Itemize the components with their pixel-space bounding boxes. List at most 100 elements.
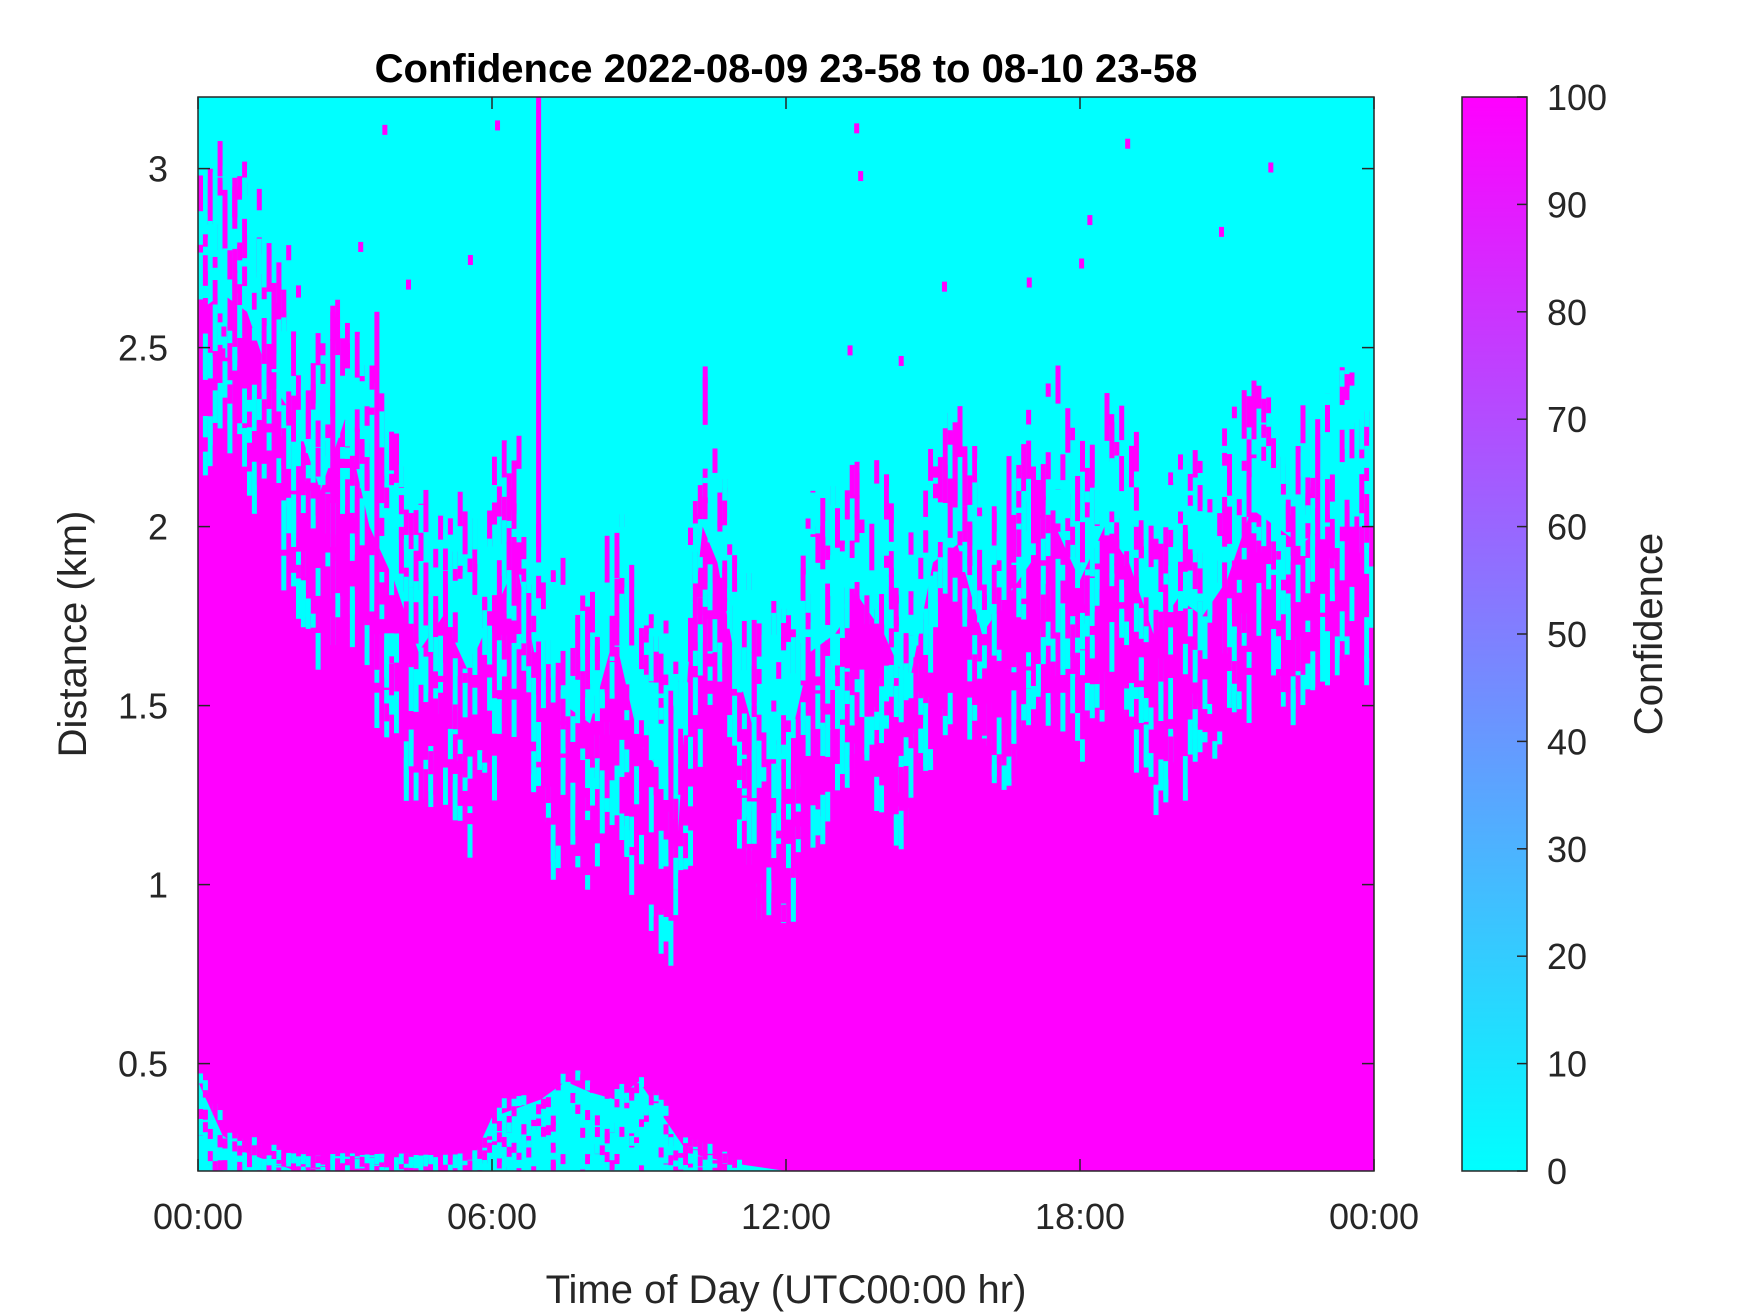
heatmap-cell [1271,628,1277,676]
heatmap-cell [1276,435,1281,470]
heatmap-cell [575,856,581,868]
heatmap-cell [800,535,806,576]
heatmap-cell [1050,637,1056,676]
heatmap-cell [776,797,782,831]
heatmap-cell [1325,656,1330,686]
heatmap-cell [1290,676,1296,710]
heatmap-cell [359,334,365,377]
heatmap-cell [477,752,483,793]
heatmap-cell [1276,559,1281,588]
heatmap-cell [382,124,388,135]
heatmap-cell [1217,638,1223,671]
heatmap-cell [604,535,610,583]
heatmap-cell [1329,498,1335,516]
heatmap-cell [1182,756,1188,801]
heatmap-cell [683,682,689,725]
heatmap-cell [335,392,341,438]
heatmap-cell [727,715,733,738]
heatmap-cell [536,722,542,762]
heatmap-cell [198,366,203,407]
heatmap-cell [639,606,644,646]
heatmap-cell [1143,698,1149,722]
heatmap-cell [1222,452,1228,466]
heatmap-cell [1143,512,1149,540]
heatmap-cell [737,1160,742,1171]
heatmap-cell [810,572,816,589]
heatmap-cell [1280,447,1286,484]
heatmap-cell [496,763,502,778]
heatmap-cell [457,804,463,821]
heatmap-cell [1207,762,1213,811]
colorbar [1461,96,1528,1172]
heatmap-cell [1089,444,1095,488]
heatmap-cell [560,1154,566,1165]
heatmap-cell [859,566,865,596]
heatmap-cell [849,540,855,558]
heatmap-cell [354,487,360,537]
heatmap-cell [545,1080,551,1091]
heatmap-cell [1001,757,1007,790]
heatmap-cell [594,857,600,902]
heatmap-cell [624,710,630,721]
heatmap-cell [369,621,375,663]
heatmap-cell [521,536,527,560]
heatmap-cell [575,747,581,770]
heatmap-cell [624,749,630,773]
heatmap-cell [1070,673,1076,714]
heatmap-cell [1045,514,1051,534]
heatmap-cell [457,565,463,579]
heatmap-cell [506,570,512,619]
heatmap-cell [1163,623,1169,660]
heatmap-cell [707,470,713,498]
heatmap-cell [1295,564,1301,603]
y-tick-label: 1.5 [118,686,168,727]
heatmap-cell [643,887,649,934]
heatmap-cell [550,1142,556,1153]
heatmap-cell [1344,415,1350,450]
heatmap-cell [467,1170,473,1171]
heatmap-cell [741,620,747,671]
heatmap-cell [908,532,914,555]
heatmap-cell [541,1155,546,1166]
heatmap-cell [198,175,203,212]
heatmap-cell [550,717,556,742]
heatmap-cell [1050,663,1056,705]
heatmap-cell [232,1161,238,1171]
heatmap-cell [1271,541,1277,570]
heatmap-cell [369,555,375,590]
heatmap-cell [526,1147,532,1158]
heatmap-cell [1305,557,1311,594]
heatmap-cell [653,1103,659,1114]
heatmap-cell [364,1155,370,1166]
heatmap-cell [580,610,586,657]
heatmap-cell [1173,643,1179,683]
heatmap-cell [624,1092,630,1103]
heatmap-cell [619,813,625,841]
heatmap-cell [482,697,488,714]
heatmap-cell [1124,621,1130,646]
heatmap-cell [477,510,483,548]
heatmap-cell [1080,522,1085,563]
heatmap-cell [487,1150,493,1161]
heatmap-cell [727,1159,733,1170]
heatmap-cell [688,1167,693,1171]
heatmap-cell [408,729,414,767]
heatmap-cell [462,1165,468,1171]
heatmap-cell [198,1073,203,1084]
heatmap-cell [697,485,703,520]
heatmap-cell [1320,593,1326,613]
heatmap-cell [590,1100,595,1111]
heatmap-cell [673,1150,679,1161]
heatmap-cell [727,559,733,598]
heatmap-cell [256,419,262,465]
heatmap-cell [1104,535,1110,573]
heatmap-cell [477,1139,483,1150]
heatmap-cell [256,399,262,422]
heatmap-cell [207,318,213,334]
heatmap-cell [300,1154,306,1165]
heatmap-cell [1040,632,1046,656]
heatmap-cell [707,1165,713,1171]
heatmap-cell [1075,704,1081,741]
heatmap-cell [511,699,517,737]
heatmap-cell [751,801,757,844]
